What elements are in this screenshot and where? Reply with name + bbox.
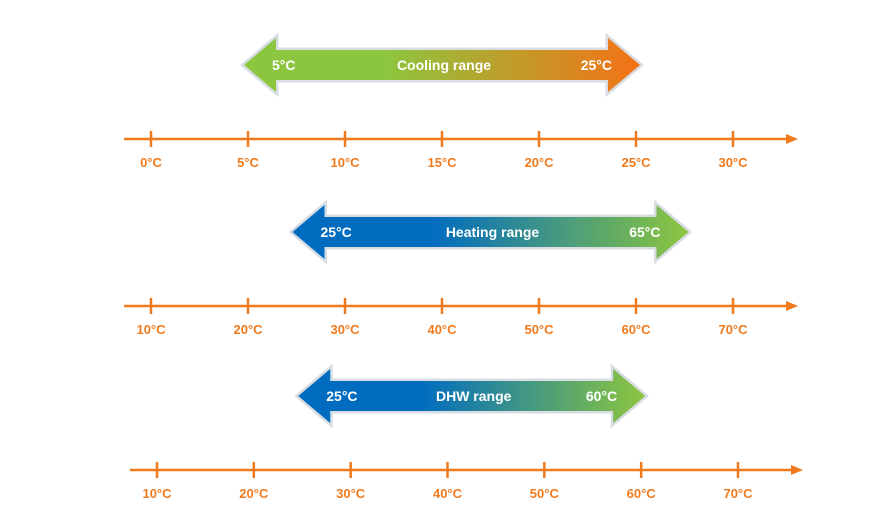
heating-axis-tick-label: 30°C — [330, 322, 360, 337]
dhw-axis-tick-label: 50°C — [530, 486, 560, 501]
cooling-axis-tick-label: 10°C — [330, 155, 360, 170]
cooling-axis-tick-label: 15°C — [427, 155, 457, 170]
cooling-range-title: Cooling range — [397, 57, 491, 73]
heating-axis-arrowhead — [786, 301, 798, 311]
dhw-axis-tick-label: 30°C — [336, 486, 366, 501]
dhw-axis: 10°C 20°C 30°C 40°C 50°C 60°C 70°C — [130, 462, 803, 501]
cooling-axis-tick-label: 30°C — [718, 155, 748, 170]
dhw-axis-tick-label: 10°C — [142, 486, 172, 501]
dhw-range-arrow: 25°C DHW range 60°C — [294, 363, 650, 429]
heating-axis-tick-label: 70°C — [718, 322, 748, 337]
cooling-range-arrow-body — [244, 38, 640, 92]
cooling-max-label: 25°C — [581, 57, 612, 73]
cooling-axis-tick-label: 5°C — [237, 155, 259, 170]
dhw-panel: 25°C DHW range 60°C 10°C 20°C 30°C 40°C 50°C 60°… — [130, 363, 803, 501]
heating-range-arrow-body — [292, 205, 689, 259]
heating-axis-tick-label: 60°C — [621, 322, 651, 337]
dhw-max-label: 60°C — [586, 388, 617, 404]
cooling-panel: 5°C Cooling range 25°C 0°C 5°C 10°C 15°C 20°C 25… — [124, 32, 798, 170]
dhw-axis-tick-label: 60°C — [627, 486, 657, 501]
cooling-min-label: 5°C — [272, 57, 296, 73]
dhw-axis-arrowhead — [791, 465, 803, 475]
heating-axis-tick-label: 20°C — [233, 322, 263, 337]
heating-max-label: 65°C — [629, 224, 660, 240]
cooling-axis-tick-label: 25°C — [621, 155, 651, 170]
heating-panel: 25°C Heating range 65°C 10°C 20°C 30°C 40°C 50°… — [124, 199, 798, 337]
cooling-axis-tick-label: 20°C — [524, 155, 554, 170]
cooling-axis-arrowhead — [786, 134, 798, 144]
dhw-range-title: DHW range — [436, 388, 512, 404]
dhw-range-arrow-body — [298, 369, 646, 423]
cooling-axis-tick-label: 0°C — [140, 155, 162, 170]
cooling-range-arrow: 5°C Cooling range 25°C — [240, 32, 644, 98]
heating-min-label: 25°C — [321, 224, 352, 240]
dhw-min-label: 25°C — [326, 388, 357, 404]
dhw-axis-tick-label: 40°C — [433, 486, 463, 501]
heating-axis-tick-label: 40°C — [427, 322, 457, 337]
heating-axis: 10°C 20°C 30°C 40°C 50°C 60°C 70°C — [124, 298, 798, 337]
heating-axis-tick-label: 10°C — [136, 322, 166, 337]
dhw-axis-tick-label: 70°C — [723, 486, 753, 501]
heating-range-arrow: 25°C Heating range 65°C — [288, 199, 693, 265]
heating-range-title: Heating range — [446, 224, 540, 240]
heating-axis-tick-label: 50°C — [524, 322, 554, 337]
dhw-axis-tick-label: 20°C — [239, 486, 269, 501]
cooling-axis: 0°C 5°C 10°C 15°C 20°C 25°C 30°C — [124, 131, 798, 170]
